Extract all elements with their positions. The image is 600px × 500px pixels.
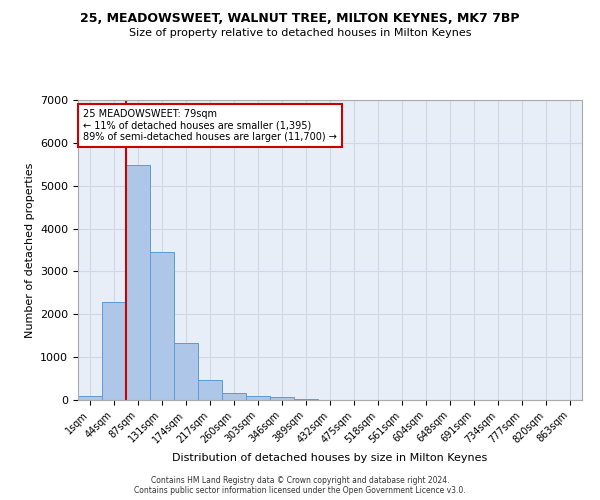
Bar bbox=[78, 396, 102, 400]
Text: Contains HM Land Registry data © Crown copyright and database right 2024.
Contai: Contains HM Land Registry data © Crown c… bbox=[134, 476, 466, 495]
Bar bbox=[198, 380, 222, 400]
Bar bbox=[174, 344, 198, 400]
X-axis label: Distribution of detached houses by size in Milton Keynes: Distribution of detached houses by size … bbox=[172, 453, 488, 463]
Bar bbox=[222, 393, 246, 400]
Bar bbox=[102, 302, 126, 400]
Bar bbox=[294, 398, 318, 400]
Text: Size of property relative to detached houses in Milton Keynes: Size of property relative to detached ho… bbox=[129, 28, 471, 38]
Text: 25 MEADOWSWEET: 79sqm
← 11% of detached houses are smaller (1,395)
89% of semi-d: 25 MEADOWSWEET: 79sqm ← 11% of detached … bbox=[83, 109, 337, 142]
Bar bbox=[150, 252, 174, 400]
Text: 25, MEADOWSWEET, WALNUT TREE, MILTON KEYNES, MK7 7BP: 25, MEADOWSWEET, WALNUT TREE, MILTON KEY… bbox=[80, 12, 520, 26]
Bar bbox=[270, 397, 294, 400]
Bar bbox=[126, 165, 150, 400]
Y-axis label: Number of detached properties: Number of detached properties bbox=[25, 162, 35, 338]
Bar bbox=[246, 396, 270, 400]
